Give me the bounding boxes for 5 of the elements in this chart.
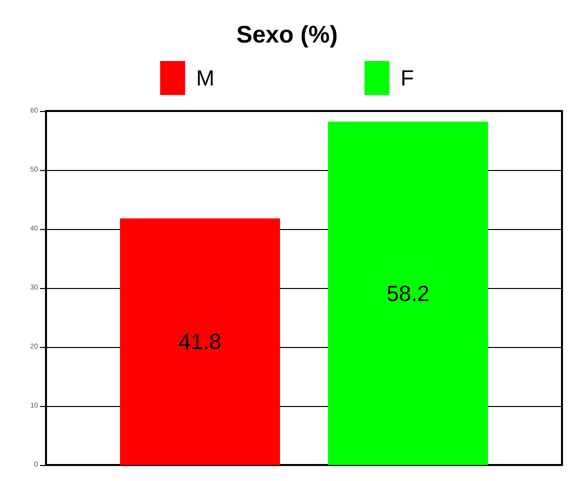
data-label: 58.2 [386,280,430,306]
chart-title: Sexo (%) [236,22,338,48]
legend-label: F [400,66,414,90]
legend-label: M [196,66,214,90]
data-label: 41.8 [178,329,222,354]
